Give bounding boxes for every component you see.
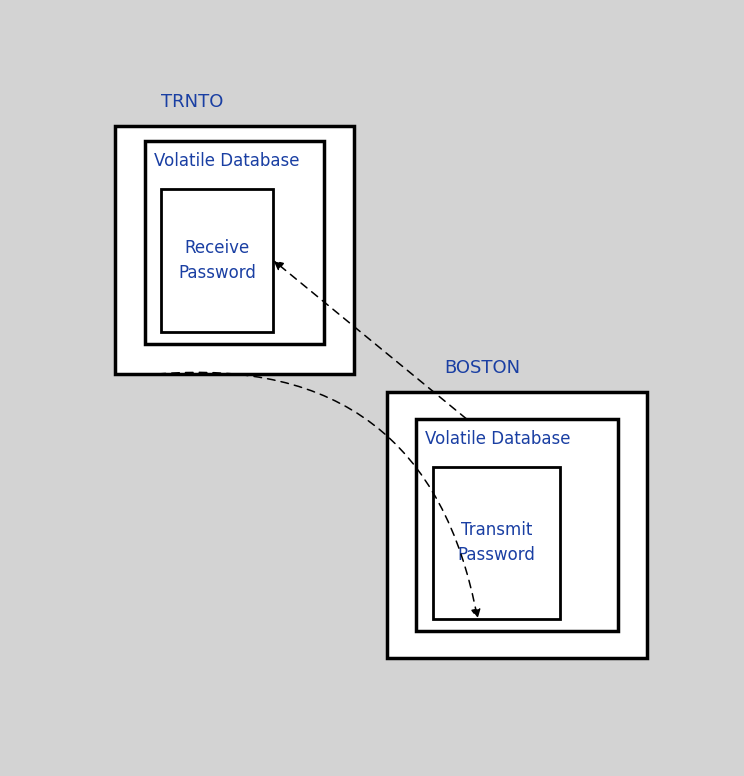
- Text: TRNTO: TRNTO: [161, 93, 223, 111]
- Text: Volatile Database: Volatile Database: [153, 151, 299, 170]
- Bar: [387, 392, 647, 658]
- Text: Transmit
Password: Transmit Password: [458, 521, 536, 564]
- Bar: [433, 466, 560, 619]
- Bar: [115, 126, 354, 374]
- Bar: [416, 419, 618, 631]
- Bar: [145, 141, 324, 344]
- Text: Receive
Password: Receive Password: [179, 239, 256, 282]
- Bar: [161, 189, 274, 332]
- Text: Volatile Database: Volatile Database: [425, 430, 570, 448]
- Text: BOSTON: BOSTON: [445, 359, 521, 377]
